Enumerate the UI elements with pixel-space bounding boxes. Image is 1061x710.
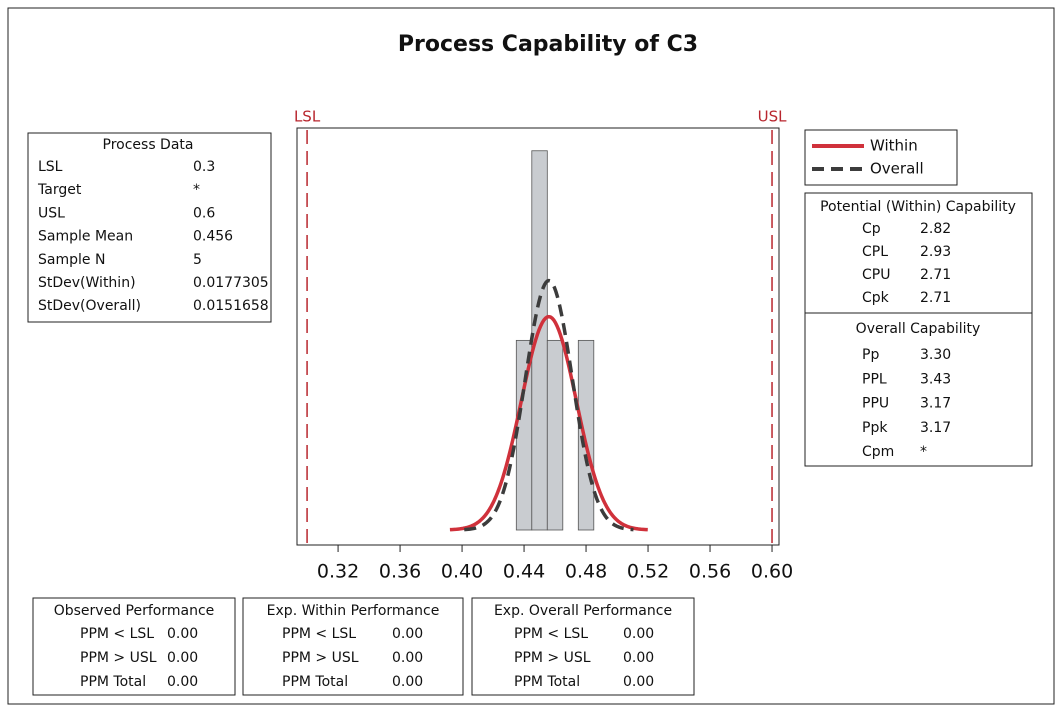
row-label: PPM < LSL [282, 626, 356, 642]
row-label: StDev(Within) [38, 275, 136, 291]
row-label: Cpm [862, 444, 894, 460]
row-label: PPM < LSL [80, 626, 154, 642]
row-value: 3.17 [920, 420, 951, 436]
row-label: PPU [862, 396, 889, 412]
row-value: 0.00 [167, 650, 198, 666]
row-value: 2.93 [920, 244, 951, 260]
x-tick-label: 0.32 [317, 561, 359, 583]
row-value: 0.00 [623, 650, 654, 666]
performance-box [471, 597, 695, 696]
curve [449, 314, 648, 532]
process-data-box [27, 132, 272, 323]
row-label: PPM Total [514, 674, 580, 690]
row-value: * [920, 444, 927, 460]
x-tick-label: 0.52 [627, 561, 669, 583]
row-value: 2.71 [920, 267, 951, 283]
row-label: Cp [862, 221, 881, 237]
table-title: Potential (Within) Capability [820, 199, 1016, 215]
row-value: * [193, 182, 200, 198]
row-value: 0.00 [623, 674, 654, 690]
bar [577, 339, 595, 531]
spec-label: USL [758, 108, 788, 126]
table-title: Exp. Within Performance [267, 603, 440, 619]
row-value: 2.71 [920, 290, 951, 306]
x-tick-label: 0.36 [379, 561, 421, 583]
row-label: Sample N [38, 252, 105, 268]
performance-box [242, 597, 464, 696]
performance-box [32, 597, 236, 696]
row-label: Target [37, 182, 82, 198]
row-value: 3.43 [920, 371, 951, 387]
row-value: 0.00 [623, 626, 654, 642]
row-label: Pp [862, 347, 879, 363]
row-label: Ppk [862, 420, 888, 436]
row-value: 3.17 [920, 396, 951, 412]
legend-label: Within [870, 137, 918, 155]
row-label: PPM < LSL [514, 626, 588, 642]
spec-label: LSL [294, 108, 321, 126]
row-value: 3.30 [920, 347, 951, 363]
bar [546, 339, 564, 531]
row-value: 0.00 [167, 626, 198, 642]
row-value: 0.0177305 [193, 275, 269, 291]
row-value: 0.00 [392, 650, 423, 666]
row-label: Cpk [862, 290, 890, 306]
x-tick-label: 0.44 [503, 561, 545, 583]
table-title: Exp. Overall Performance [494, 603, 672, 619]
x-tick-label: 0.60 [751, 561, 793, 583]
chart-title: Process Capability of C3 [398, 32, 698, 57]
legend-box [804, 129, 958, 186]
outer-frame [7, 7, 1055, 705]
table-title: Observed Performance [54, 603, 215, 619]
legend-label: Overall [870, 160, 924, 178]
row-value: 0.456 [193, 229, 233, 245]
row-value: 0.0151658 [193, 298, 269, 314]
row-value: 0.00 [392, 674, 423, 690]
row-label: LSL [38, 159, 63, 175]
row-label: PPM Total [282, 674, 348, 690]
row-label: PPL [862, 371, 887, 387]
row-value: 0.00 [167, 674, 198, 690]
row-label: USL [38, 205, 65, 221]
row-value: 0.6 [193, 205, 215, 221]
x-tick-label: 0.48 [565, 561, 607, 583]
row-label: Sample Mean [38, 229, 133, 245]
row-label: CPU [862, 267, 890, 283]
row-value: 0.00 [392, 626, 423, 642]
row-value: 2.82 [920, 221, 951, 237]
row-label: CPL [862, 244, 888, 260]
table-title: Overall Capability [856, 321, 981, 337]
row-label: PPM Total [80, 674, 146, 690]
row-value: 0.3 [193, 159, 215, 175]
table-title: Process Data [103, 137, 194, 153]
capability-box [804, 192, 1033, 467]
x-tick-label: 0.56 [689, 561, 731, 583]
row-label: PPM > USL [80, 650, 157, 666]
row-label: PPM > USL [514, 650, 591, 666]
row-value: 5 [193, 252, 202, 268]
row-label: PPM > USL [282, 650, 359, 666]
curve [464, 278, 634, 532]
row-label: StDev(Overall) [38, 298, 141, 314]
x-tick-label: 0.40 [441, 561, 483, 583]
